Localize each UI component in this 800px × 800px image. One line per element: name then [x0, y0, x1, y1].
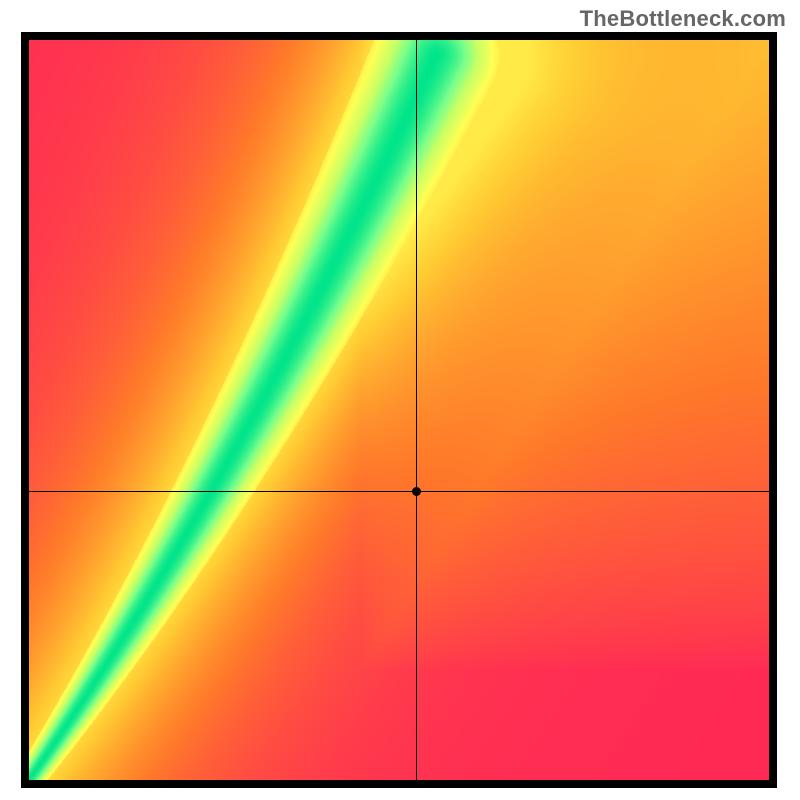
container: TheBottleneck.com: [0, 0, 800, 800]
heatmap-canvas: [29, 40, 769, 780]
watermark-text: TheBottleneck.com: [580, 6, 786, 32]
plot-frame: [21, 32, 777, 788]
